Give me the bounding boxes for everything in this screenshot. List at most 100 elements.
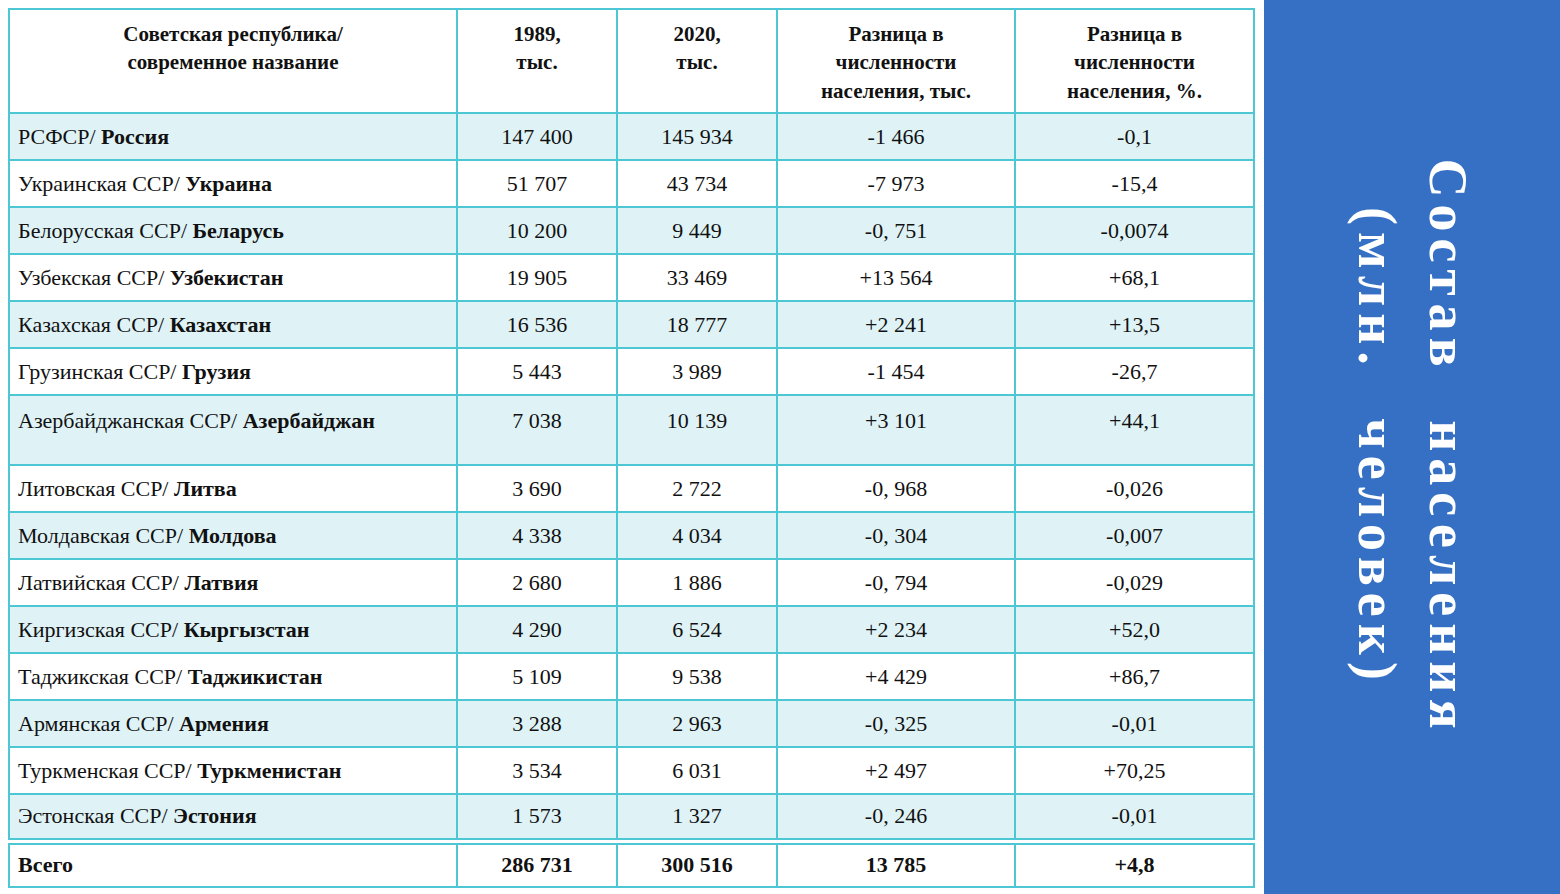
cell-diff-percent: -0,007 [1015,512,1254,559]
cell-2020: 43 734 [617,160,777,207]
table-row: Белорусская ССР/ Беларусь 10 200 9 449 -… [9,207,1254,254]
slide-title-line2: (млн. человек) [1347,207,1407,687]
republic-name-modern: Литва [174,476,237,501]
total-2020: 300 516 [617,841,777,887]
table-row: Молдавская ССР/ Молдова 4 338 4 034 -0, … [9,512,1254,559]
cell-diff-thousands: -0, 304 [777,512,1015,559]
cell-1989: 5 109 [457,653,617,700]
republic-name-soviet: Таджикская ССР/ [18,664,188,689]
republic-name-modern: Украина [185,171,272,196]
cell-diff-thousands: +2 241 [777,301,1015,348]
cell-1989: 147 400 [457,113,617,160]
table-row: Эстонская ССР/ Эстония 1 573 1 327 -0, 2… [9,794,1254,841]
cell-diff-thousands: +13 564 [777,254,1015,301]
table-row: РСФСР/ Россия 147 400 145 934 -1 466 -0,… [9,113,1254,160]
cell-2020: 2 722 [617,465,777,512]
table-footer: Всего 286 731 300 516 13 785 +4,8 [9,841,1254,887]
republic-name-modern: Беларусь [193,218,284,243]
republic-name-soviet: Латвийская ССР/ [18,570,184,595]
republic-name-soviet: Молдавская ССР/ [18,523,189,548]
cell-diff-percent: +70,25 [1015,747,1254,794]
column-header-republic: Советская республика/ современное назван… [9,9,457,113]
table-row: Грузинская ССР/ Грузия 5 443 3 989 -1 45… [9,348,1254,395]
table-body: РСФСР/ Россия 147 400 145 934 -1 466 -0,… [9,113,1254,841]
cell-1989: 16 536 [457,301,617,348]
cell-diff-thousands: -7 973 [777,160,1015,207]
cell-diff-percent: +44,1 [1015,395,1254,465]
republic-name-soviet: Украинская ССР/ [18,171,185,196]
cell-diff-thousands: -0, 968 [777,465,1015,512]
total-diff-percent: +4,8 [1015,841,1254,887]
cell-diff-percent: +86,7 [1015,653,1254,700]
cell-diff-percent: +52,0 [1015,606,1254,653]
cell-diff-thousands: -1 466 [777,113,1015,160]
republic-name-soviet: Туркменская ССР/ [18,758,197,783]
table-row: Узбекская ССР/ Узбекистан 19 905 33 469 … [9,254,1254,301]
slide-title: Состав населения (млн. человек) [1341,158,1484,735]
cell-2020: 33 469 [617,254,777,301]
cell-2020: 6 524 [617,606,777,653]
cell-diff-percent: -0,1 [1015,113,1254,160]
cell-diff-thousands: -0, 325 [777,700,1015,747]
cell-diff-percent: -0,029 [1015,559,1254,606]
republic-name-soviet: Литовская ССР/ [18,476,174,501]
cell-2020: 9 449 [617,207,777,254]
republic-name-soviet: Азербайджанская ССР/ [18,408,243,433]
republic-name-modern: Узбекистан [170,265,284,290]
presentation-slide: Советская республика/ современное назван… [0,0,1560,894]
republic-name-modern: Грузия [182,359,251,384]
republic-name-modern: Молдова [189,523,277,548]
cell-1989: 3 288 [457,700,617,747]
cell-diff-thousands: +2 234 [777,606,1015,653]
cell-diff-thousands: +4 429 [777,653,1015,700]
cell-2020: 6 031 [617,747,777,794]
republic-name-modern: Латвия [184,570,258,595]
republic-name-soviet: Казахская ССР/ [18,312,170,337]
cell-diff-percent: -0,01 [1015,700,1254,747]
header-row: Советская республика/ современное назван… [9,9,1254,113]
cell-diff-thousands: +2 497 [777,747,1015,794]
cell-diff-percent: +13,5 [1015,301,1254,348]
cell-1989: 2 680 [457,559,617,606]
cell-1989: 19 905 [457,254,617,301]
cell-1989: 4 290 [457,606,617,653]
cell-diff-percent: -15,4 [1015,160,1254,207]
republic-name-soviet: Узбекская ССР/ [18,265,170,290]
republic-name-soviet: Эстонская ССР/ [18,803,173,828]
cell-diff-thousands: -0, 794 [777,559,1015,606]
cell-diff-percent: -0,01 [1015,794,1254,841]
cell-2020: 1 327 [617,794,777,841]
republic-name-modern: Эстония [173,803,256,828]
cell-2020: 2 963 [617,700,777,747]
table-header: Советская республика/ современное назван… [9,9,1254,113]
cell-2020: 4 034 [617,512,777,559]
republic-name-modern: Кыргызстан [184,617,310,642]
cell-diff-percent: +68,1 [1015,254,1254,301]
column-header-1989: 1989, тыс. [457,9,617,113]
cell-diff-percent: -26,7 [1015,348,1254,395]
republic-name-modern: Казахстан [170,312,271,337]
cell-1989: 7 038 [457,395,617,465]
table-row: Таджикская ССР/ Таджикистан 5 109 9 538 … [9,653,1254,700]
column-header-diff-percent: Разница в численности населения, %. [1015,9,1254,113]
table-row: Украинская ССР/ Украина 51 707 43 734 -7… [9,160,1254,207]
republic-name-modern: Армения [179,711,269,736]
table-row: Азербайджанская ССР/ Азербайджан 7 038 1… [9,395,1254,465]
republic-name-soviet: Армянская ССР/ [18,711,179,736]
cell-2020: 145 934 [617,113,777,160]
cell-2020: 3 989 [617,348,777,395]
cell-diff-thousands: -0, 246 [777,794,1015,841]
cell-diff-thousands: +3 101 [777,395,1015,465]
cell-2020: 1 886 [617,559,777,606]
slide-title-band: Состав населения (млн. человек) [1264,0,1560,894]
column-header-diff-thousands: Разница в численности населения, тыс. [777,9,1015,113]
republic-name-soviet: Киргизская ССР/ [18,617,184,642]
cell-1989: 1 573 [457,794,617,841]
cell-1989: 4 338 [457,512,617,559]
total-1989: 286 731 [457,841,617,887]
cell-1989: 3 534 [457,747,617,794]
republic-name-soviet: Белорусская ССР/ [18,218,193,243]
population-table: Советская республика/ современное назван… [8,8,1255,888]
cell-diff-percent: -0,0074 [1015,207,1254,254]
cell-2020: 18 777 [617,301,777,348]
